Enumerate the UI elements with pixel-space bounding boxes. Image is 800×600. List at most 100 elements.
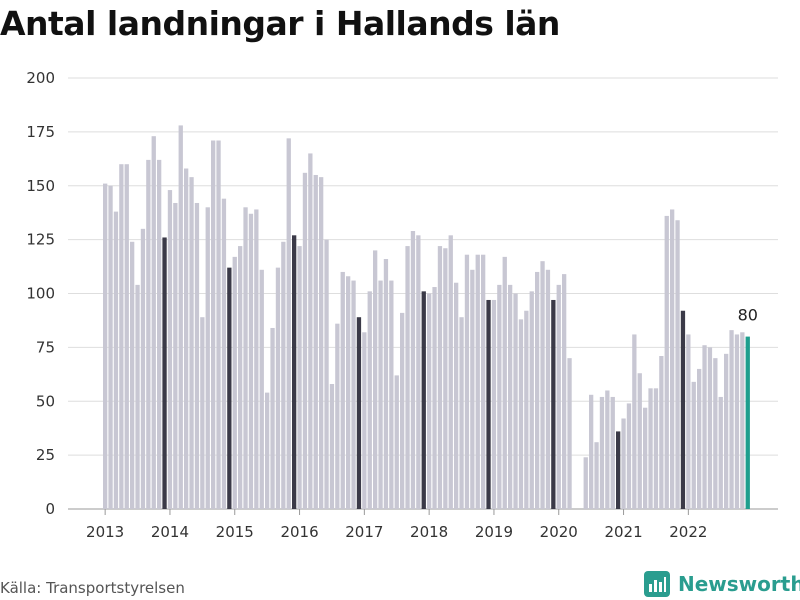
bar: [189, 177, 194, 509]
bar: [680, 310, 686, 509]
bar: [275, 267, 281, 509]
bar: [724, 353, 729, 509]
bar: [713, 358, 718, 509]
bar: [518, 319, 524, 509]
last-value-label: 80: [738, 306, 758, 325]
bar: [567, 358, 572, 509]
bar: [421, 291, 426, 509]
bar: [167, 190, 173, 509]
bar: [529, 291, 534, 509]
bar: [475, 254, 480, 509]
y-tick-label: 200: [26, 69, 55, 87]
bar: [302, 172, 308, 509]
bar: [675, 220, 680, 510]
bar: [135, 284, 140, 509]
bar: [464, 254, 470, 509]
bar: [119, 164, 124, 509]
x-axis: 2013 2014 2015 2016 2017 2018 2019 2020 2021 2022: [86, 509, 707, 541]
bar: [281, 241, 286, 509]
bar: [265, 392, 270, 509]
bar: [702, 345, 707, 509]
bar: [486, 299, 491, 509]
bar: [481, 254, 486, 509]
bar: [594, 442, 599, 509]
bar: [621, 418, 626, 509]
bar: [227, 267, 232, 509]
bar: [718, 396, 723, 509]
bar: [216, 140, 221, 509]
bar: [740, 332, 745, 509]
bar: [238, 246, 243, 509]
bar: [443, 248, 448, 509]
x-tick-label: 2015: [216, 523, 254, 541]
bar: [108, 185, 113, 509]
bar: [162, 237, 167, 509]
bar: [308, 153, 313, 510]
y-tick-label: 75: [36, 338, 55, 356]
bar: [286, 138, 291, 509]
bar: [535, 271, 540, 509]
bar: [653, 388, 659, 509]
bar: [513, 293, 518, 509]
bar: [324, 239, 329, 509]
bar: [659, 355, 664, 509]
bar: [729, 330, 734, 509]
y-axis-ticks: 0 25 50 75 100 125 150 175 200: [26, 69, 55, 518]
newsworthy-logo-icon: [644, 571, 670, 597]
bar: [454, 282, 459, 509]
bar: [184, 168, 189, 509]
bar: [335, 323, 340, 509]
x-tick-label: 2019: [475, 523, 513, 541]
bar: [589, 394, 594, 509]
bar: [643, 407, 648, 509]
x-tick-label: 2020: [540, 523, 578, 541]
bar: [319, 177, 324, 509]
bar: [254, 209, 259, 509]
bar: [556, 284, 561, 509]
y-tick-label: 125: [26, 231, 55, 249]
bar: [400, 312, 405, 509]
bar: [637, 373, 642, 509]
x-tick-label: 2017: [345, 523, 383, 541]
bar: [103, 183, 108, 509]
bar: [146, 159, 151, 509]
bar: [157, 159, 162, 509]
bar: [362, 332, 367, 509]
bar: [297, 246, 302, 509]
bar: [648, 388, 653, 509]
bar: [734, 334, 740, 509]
x-tick-label: 2021: [604, 523, 642, 541]
brand-logo: Newsworthy: [644, 568, 800, 600]
x-tick-label: 2016: [280, 523, 318, 541]
bar: [194, 202, 200, 510]
y-tick-label: 150: [26, 177, 55, 195]
y-tick-label: 0: [45, 500, 55, 518]
bar: [356, 317, 362, 509]
bar: [340, 271, 345, 509]
bar: [448, 235, 453, 509]
bar: [113, 211, 119, 510]
bar: [491, 299, 497, 509]
bar: [130, 241, 135, 509]
bar: [389, 280, 394, 509]
bar: [691, 381, 696, 509]
bar: [686, 334, 691, 509]
bar: [432, 287, 437, 509]
bar: [605, 390, 610, 509]
bar: [140, 228, 146, 509]
chart-title: Antal landningar i Hallands län: [0, 4, 560, 43]
bar: [173, 202, 178, 510]
bar: [697, 368, 702, 509]
x-tick-label: 2013: [86, 523, 124, 541]
bar: [707, 347, 713, 509]
bar: [599, 396, 605, 509]
y-tick-label: 50: [36, 392, 55, 410]
bar: [351, 280, 356, 509]
bar: [178, 125, 183, 509]
bar: [497, 284, 502, 509]
bar: [508, 284, 513, 509]
annotations: 80: [738, 306, 758, 325]
bar: [313, 174, 318, 509]
bar: [427, 293, 432, 509]
